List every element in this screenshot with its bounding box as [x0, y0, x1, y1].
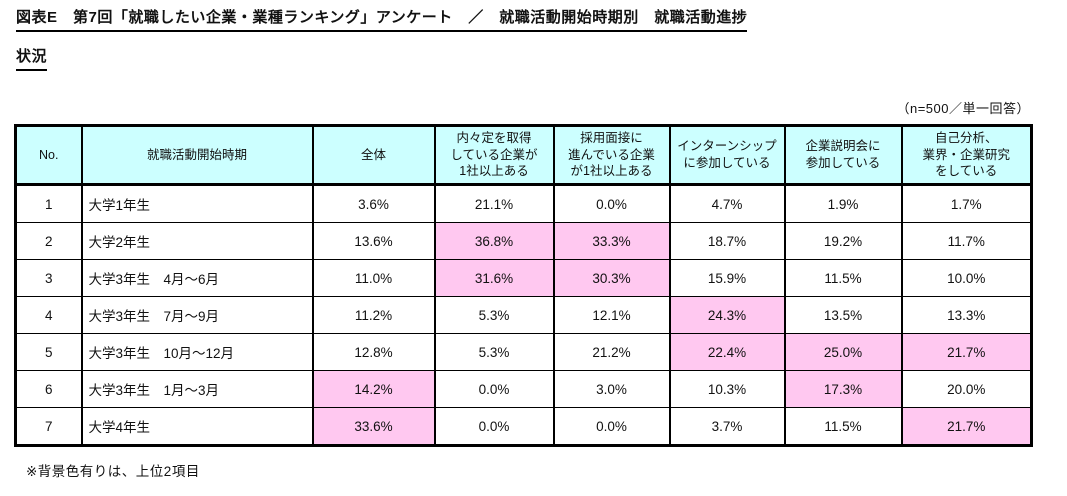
period-cell: 大学3年生 1月～3月	[80, 370, 313, 408]
period-cell: 大学3年生 10月～12月	[80, 333, 313, 371]
value-cell: 14.2%	[311, 370, 435, 408]
value-cell: 5.3%	[433, 296, 554, 334]
column-header-informal-offer: 内々定を取得 している企業が 1社以上ある	[433, 125, 554, 186]
table-header-row: No. 就職活動開始時期 全体 内々定を取得 している企業が 1社以上ある 採用…	[14, 125, 1032, 186]
value-cell: 11.7%	[900, 222, 1032, 260]
period-cell: 大学3年生 4月～6月	[80, 259, 313, 297]
value-cell: 11.0%	[311, 259, 435, 297]
column-header-period: 就職活動開始時期	[80, 125, 313, 186]
value-cell: 19.2%	[783, 222, 902, 260]
table-row: 2 大学2年生 13.6% 36.8% 33.3% 18.7% 19.2% 11.7%	[14, 222, 1032, 260]
value-cell: 33.6%	[311, 407, 435, 446]
column-header-total: 全体	[311, 125, 435, 186]
period-cell: 大学1年生	[80, 184, 313, 223]
value-cell: 15.9%	[668, 259, 785, 297]
value-cell: 25.0%	[783, 333, 902, 371]
period-cell: 大学4年生	[80, 407, 313, 446]
column-header-internship: インターンシップ に参加している	[668, 125, 785, 186]
row-number-cell: 5	[14, 333, 82, 371]
value-cell: 5.3%	[433, 333, 554, 371]
sample-size-note: （n=500／単一回答）	[896, 101, 1030, 116]
value-cell: 3.7%	[668, 407, 785, 446]
column-header-interview: 採用面接に 進んでいる企業 が1社以上ある	[552, 125, 670, 186]
value-cell: 21.7%	[900, 407, 1032, 446]
row-number-cell: 7	[14, 407, 82, 446]
column-header-company-seminar: 企業説明会に 参加している	[783, 125, 902, 186]
page-title-text2: 状況	[16, 49, 48, 71]
value-cell: 3.0%	[552, 370, 670, 408]
value-cell: 18.7%	[668, 222, 785, 260]
value-cell: 21.1%	[433, 184, 554, 223]
value-cell: 36.8%	[433, 222, 554, 260]
footnote: ※背景色有りは、上位2項目	[26, 464, 200, 479]
value-cell: 0.0%	[552, 407, 670, 446]
value-cell: 13.5%	[783, 296, 902, 334]
value-cell: 30.3%	[552, 259, 670, 297]
page-title-line2: 状況	[16, 49, 1067, 71]
row-number-cell: 2	[14, 222, 82, 260]
value-cell: 0.0%	[552, 184, 670, 223]
value-cell: 11.2%	[311, 296, 435, 334]
value-cell: 20.0%	[900, 370, 1032, 408]
page: 図表E 第7回「就職したい企業・業種ランキング」アンケート ／ 就職活動開始時期…	[14, 10, 1067, 479]
value-cell: 1.9%	[783, 184, 902, 223]
table-row: 5 大学3年生 10月～12月 12.8% 5.3% 21.2% 22.4% 25.0% 21…	[14, 333, 1032, 371]
value-cell: 11.5%	[783, 259, 902, 297]
value-cell: 12.8%	[311, 333, 435, 371]
table-body: 1 大学1年生 3.6% 21.1% 0.0% 4.7% 1.9% 1.7% 2 大学2年生 13.…	[14, 184, 1032, 446]
value-cell: 12.1%	[552, 296, 670, 334]
row-number-cell: 4	[14, 296, 82, 334]
survey-results-table: No. 就職活動開始時期 全体 内々定を取得 している企業が 1社以上ある 採用…	[14, 124, 1033, 447]
value-cell: 22.4%	[668, 333, 785, 371]
value-cell: 11.5%	[783, 407, 902, 446]
row-number-cell: 1	[14, 184, 82, 223]
value-cell: 17.3%	[783, 370, 902, 408]
table-row: 1 大学1年生 3.6% 21.1% 0.0% 4.7% 1.9% 1.7%	[14, 184, 1032, 223]
period-cell: 大学3年生 7月～9月	[80, 296, 313, 334]
table-row: 7 大学4年生 33.6% 0.0% 0.0% 3.7% 11.5% 21.7%	[14, 407, 1032, 446]
value-cell: 31.6%	[433, 259, 554, 297]
value-cell: 0.0%	[433, 370, 554, 408]
value-cell: 4.7%	[668, 184, 785, 223]
value-cell: 3.6%	[311, 184, 435, 223]
value-cell: 13.6%	[311, 222, 435, 260]
table-row: 6 大学3年生 1月～3月 14.2% 0.0% 3.0% 10.3% 17.3% 20.0%	[14, 370, 1032, 408]
column-header-self-analysis: 自己分析、 業界・企業研究 をしている	[900, 125, 1032, 186]
value-cell: 33.3%	[552, 222, 670, 260]
table-row: 3 大学3年生 4月～6月 11.0% 31.6% 30.3% 15.9% 11.5% 10.…	[14, 259, 1032, 297]
value-cell: 13.3%	[900, 296, 1032, 334]
value-cell: 21.2%	[552, 333, 670, 371]
row-number-cell: 3	[14, 259, 82, 297]
table-row: 4 大学3年生 7月～9月 11.2% 5.3% 12.1% 24.3% 13.5% 13.3…	[14, 296, 1032, 334]
page-title-text1: 図表E 第7回「就職したい企業・業種ランキング」アンケート ／ 就職活動開始時期…	[16, 10, 748, 32]
column-header-no: No.	[14, 125, 82, 186]
page-title-line1: 図表E 第7回「就職したい企業・業種ランキング」アンケート ／ 就職活動開始時期…	[16, 10, 1067, 32]
value-cell: 10.3%	[668, 370, 785, 408]
value-cell: 1.7%	[900, 184, 1032, 223]
period-cell: 大学2年生	[80, 222, 313, 260]
value-cell: 24.3%	[668, 296, 785, 334]
value-cell: 0.0%	[433, 407, 554, 446]
value-cell: 21.7%	[900, 333, 1032, 371]
row-number-cell: 6	[14, 370, 82, 408]
value-cell: 10.0%	[900, 259, 1032, 297]
